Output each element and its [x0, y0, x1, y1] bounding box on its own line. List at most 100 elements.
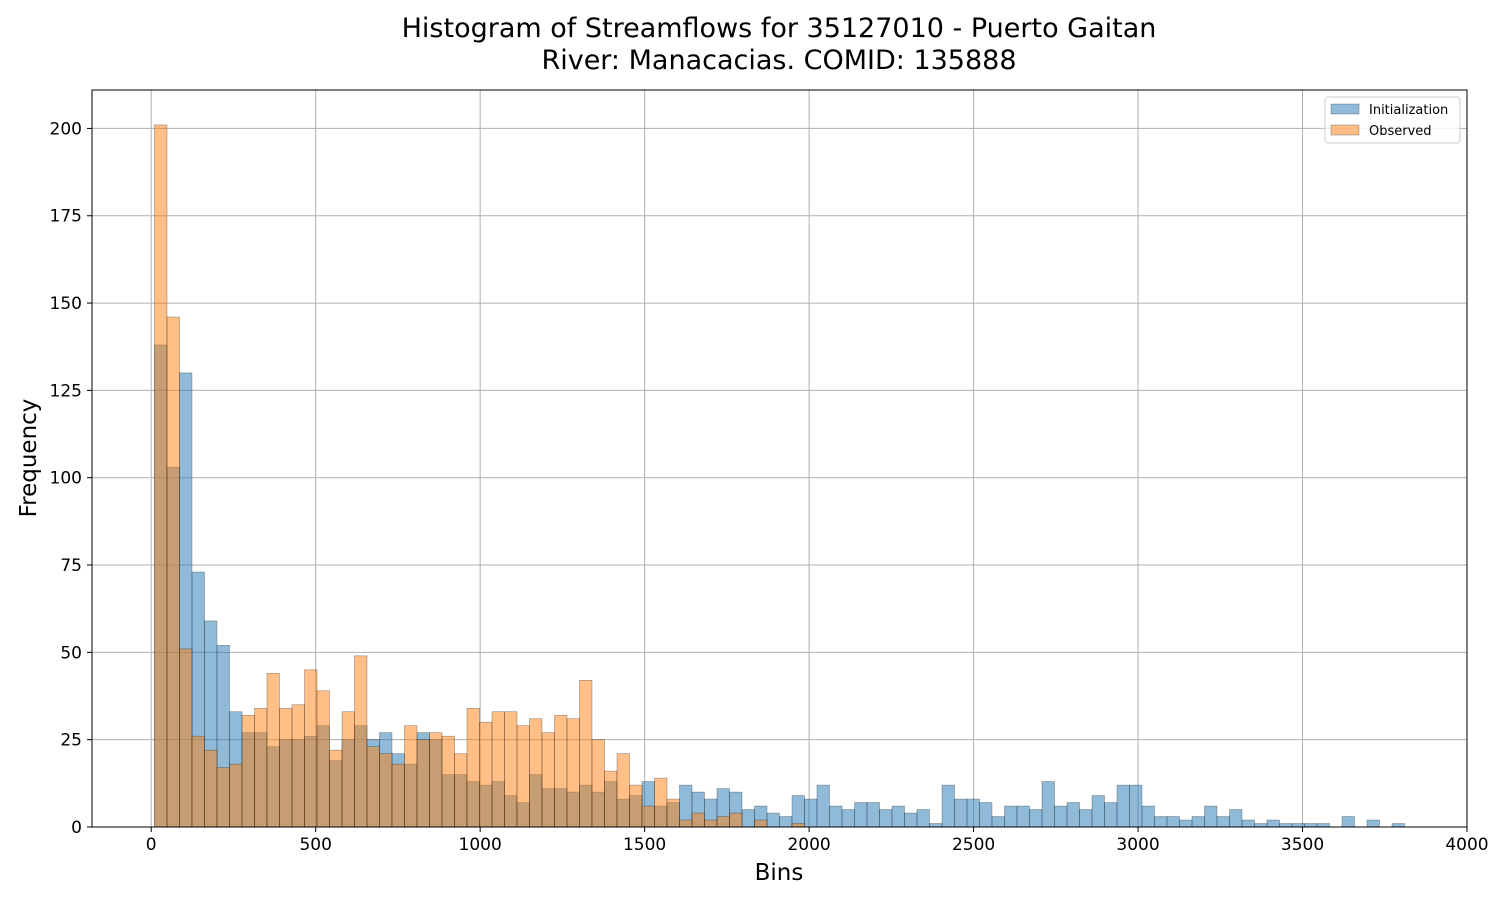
bar-observed	[729, 812, 743, 828]
bar-observed	[216, 767, 230, 828]
legend: Initialization Observed	[1324, 96, 1461, 144]
y-tick-label: 150	[50, 294, 82, 314]
bar-observed	[491, 711, 505, 828]
x-tick-label: 1500	[623, 835, 666, 855]
bar-initialization	[741, 809, 755, 828]
bar-initialization	[816, 784, 830, 828]
bar-observed	[479, 721, 493, 828]
bar-observed	[566, 718, 580, 828]
bar-initialization	[1241, 819, 1255, 828]
bar-observed	[666, 798, 680, 828]
bar-initialization	[1266, 819, 1280, 828]
chart-subtitle: River: Manacacias. COMID: 135888	[541, 45, 1016, 76]
bar-observed	[204, 749, 218, 828]
bar-initialization	[1129, 784, 1143, 828]
bar-observed	[529, 718, 543, 828]
x-axis-label: Bins	[755, 860, 804, 886]
bar-initialization	[879, 809, 893, 828]
bar-observed	[616, 753, 630, 828]
legend-swatch-initialization	[1330, 103, 1360, 115]
chart-title: Histogram of Streamflows for 35127010 - …	[402, 13, 1157, 44]
x-tick-label: 500	[299, 835, 331, 855]
y-tick-label: 75	[60, 556, 82, 576]
bar-initialization	[929, 823, 943, 828]
x-tick-label: 3500	[1281, 835, 1324, 855]
bar-initialization	[1204, 805, 1218, 828]
x-tick-label: 1000	[459, 835, 502, 855]
y-tick-label: 0	[71, 818, 82, 838]
bar-observed	[591, 739, 605, 828]
bar-initialization	[1391, 823, 1405, 828]
bar-initialization	[1104, 802, 1118, 828]
bar-initialization	[766, 812, 780, 828]
bar-observed	[366, 746, 380, 828]
bar-observed	[654, 777, 668, 828]
legend-label-observed: Observed	[1369, 124, 1432, 139]
bar-observed	[629, 784, 643, 828]
bar-initialization	[804, 798, 818, 828]
bar-observed	[404, 725, 418, 828]
bar-observed	[641, 805, 655, 828]
bar-observed	[191, 735, 205, 828]
bar-observed	[341, 711, 355, 828]
bar-observed	[379, 753, 393, 828]
bar-observed	[704, 819, 718, 828]
bar-observed	[316, 690, 330, 828]
bar-initialization	[1054, 805, 1068, 828]
bar-initialization	[1091, 795, 1105, 828]
bar-observed	[429, 732, 443, 828]
bar-initialization	[916, 809, 930, 828]
x-tick-label: 4000	[1445, 835, 1488, 855]
bar-initialization	[966, 798, 980, 828]
x-tick-label: 2000	[787, 835, 830, 855]
bar-initialization	[1041, 781, 1055, 828]
bar-initialization	[1366, 819, 1380, 828]
x-tick-label: 0	[146, 835, 157, 855]
x-tick-label: 3000	[1116, 835, 1159, 855]
bar-initialization	[1229, 809, 1243, 828]
bar-initialization	[904, 812, 918, 828]
bar-initialization	[841, 809, 855, 828]
bar-initialization	[1141, 805, 1155, 828]
bar-initialization	[1016, 805, 1030, 828]
bar-observed	[679, 819, 693, 828]
bar-initialization	[1341, 816, 1355, 828]
bar-observed	[304, 669, 318, 828]
bar-initialization	[1004, 805, 1018, 828]
bar-observed	[179, 648, 193, 828]
plot-frame	[91, 89, 1468, 828]
bar-initialization	[854, 802, 868, 828]
histogram-bars	[154, 124, 1405, 828]
bar-observed	[329, 749, 343, 828]
x-tick-label: 2500	[952, 835, 995, 855]
y-tick-label: 50	[60, 643, 82, 663]
bar-observed	[466, 707, 480, 828]
bar-initialization	[1079, 809, 1093, 828]
y-tick-label: 25	[60, 731, 82, 751]
legend-label-initialization: Initialization	[1369, 103, 1448, 118]
bar-initialization	[1279, 823, 1293, 828]
bar-observed	[154, 124, 168, 828]
bar-initialization	[1116, 784, 1130, 828]
bar-observed	[454, 753, 468, 828]
bar-initialization	[1316, 823, 1330, 828]
bar-initialization	[779, 816, 793, 828]
bar-observed	[279, 707, 293, 828]
bar-observed	[416, 739, 430, 828]
bar-observed	[241, 714, 255, 828]
bar-initialization	[866, 802, 880, 828]
bar-observed	[254, 707, 268, 828]
bar-initialization	[1066, 802, 1080, 828]
bar-observed	[754, 819, 768, 828]
legend-swatch-observed	[1330, 124, 1360, 136]
bar-initialization	[954, 798, 968, 828]
bar-initialization	[1254, 823, 1268, 828]
bar-observed	[691, 812, 705, 828]
bar-initialization	[1291, 823, 1305, 828]
bar-observed	[354, 655, 368, 828]
bar-initialization	[891, 805, 905, 828]
bar-observed	[266, 673, 280, 828]
bar-initialization	[1154, 816, 1168, 828]
